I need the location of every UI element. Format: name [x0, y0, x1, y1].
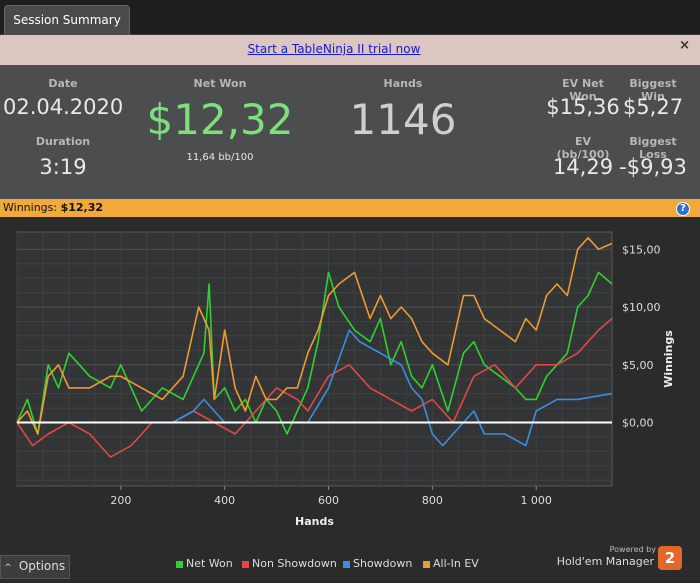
- evbb-value: 14,29: [552, 155, 614, 179]
- series-line-net: [16, 271, 613, 435]
- hands-value: 1146: [349, 95, 457, 144]
- x-axis-label: Hands: [295, 515, 334, 528]
- date-label: Date: [48, 77, 78, 90]
- winnings-bar: Winnings: $12,32: [0, 199, 700, 217]
- winnings-title: Winnings: $12,32: [3, 201, 103, 214]
- trial-banner: Start a TableNinja II trial now ×: [0, 35, 700, 65]
- x-tick-label: 200: [110, 494, 131, 507]
- legend-label: Non Showdown: [252, 557, 337, 570]
- legend-sd: Showdown: [343, 557, 412, 570]
- legend-nonsd: Non Showdown: [242, 557, 337, 570]
- series-line-nonsd: [16, 317, 613, 458]
- options-button[interactable]: ^ Options: [0, 555, 70, 579]
- legend-label: Showdown: [353, 557, 413, 570]
- bigwin-value: $5,27: [622, 95, 684, 119]
- winnings-label: Winnings:: [3, 201, 61, 214]
- duration-label: Duration: [35, 135, 91, 148]
- bigloss-label: Biggest Loss: [629, 135, 677, 161]
- y-tick-label: $15,00: [622, 243, 661, 256]
- chevron-up-icon: ^: [4, 563, 12, 573]
- y-axis-label: Winnings: [662, 330, 675, 388]
- bigwin-label: Biggest Win: [629, 77, 677, 103]
- chart-area: $0,00 $5,00 $10,00 $15,00 200 400 600 800 1 000 H…: [0, 218, 700, 552]
- series-line-ev: [16, 236, 613, 435]
- legend-ev: All-In EV: [423, 557, 479, 570]
- hm2-logo-icon: 2: [658, 546, 682, 570]
- hands-label: Hands: [383, 77, 423, 90]
- legend-label: Net Won: [186, 557, 233, 570]
- date-value: 02.04.2020: [3, 95, 124, 119]
- footer: [0, 552, 700, 583]
- bigloss-value: -$9,93: [619, 155, 687, 179]
- legend-net: Net Won: [176, 557, 233, 570]
- powered-by: Powered by: [609, 545, 656, 554]
- y-tick-label: $0,00: [622, 417, 654, 430]
- winnings-chart: $0,00 $5,00 $10,00 $15,00 200 400 600 800 1 000 H…: [16, 231, 675, 528]
- ev-label: EV Net Won: [562, 77, 604, 103]
- tab-bar: Session Summary: [0, 0, 700, 35]
- legend-swatch: [423, 560, 430, 568]
- brand-name: Hold'em Manager: [556, 555, 654, 568]
- x-tick-label: 600: [318, 494, 339, 507]
- legend-swatch: [176, 560, 183, 568]
- series-line-sd: [17, 329, 613, 447]
- netwon-value: $12,32: [146, 95, 294, 144]
- help-icon[interactable]: ?: [676, 202, 690, 216]
- duration-value: 3:19: [39, 155, 87, 179]
- netwon-label: Net Won: [193, 77, 247, 90]
- y-tick-label: $5,00: [622, 359, 654, 372]
- evbb-label: EV (bb/100): [556, 135, 610, 161]
- x-tick-label: 800: [422, 494, 443, 507]
- x-tick-label: 1 000: [520, 494, 552, 507]
- winnings-value: $12,32: [60, 201, 104, 214]
- y-tick-label: $10,00: [622, 301, 661, 314]
- x-tick-label: 400: [214, 494, 235, 507]
- close-icon[interactable]: ×: [679, 38, 690, 53]
- stats-panel: Date 02.04.2020 Duration 3:19 Net Won $1…: [0, 65, 700, 199]
- legend-swatch: [343, 560, 350, 568]
- legend-label: All-In EV: [433, 557, 479, 570]
- ev-value: $15,36: [546, 95, 620, 119]
- tab-session-summary[interactable]: Session Summary: [4, 5, 130, 35]
- options-label: Options: [18, 559, 66, 573]
- trial-link[interactable]: Start a TableNinja II trial now: [247, 42, 421, 56]
- bb-value: 11,64 bb/100: [186, 152, 254, 163]
- legend-swatch: [242, 560, 249, 568]
